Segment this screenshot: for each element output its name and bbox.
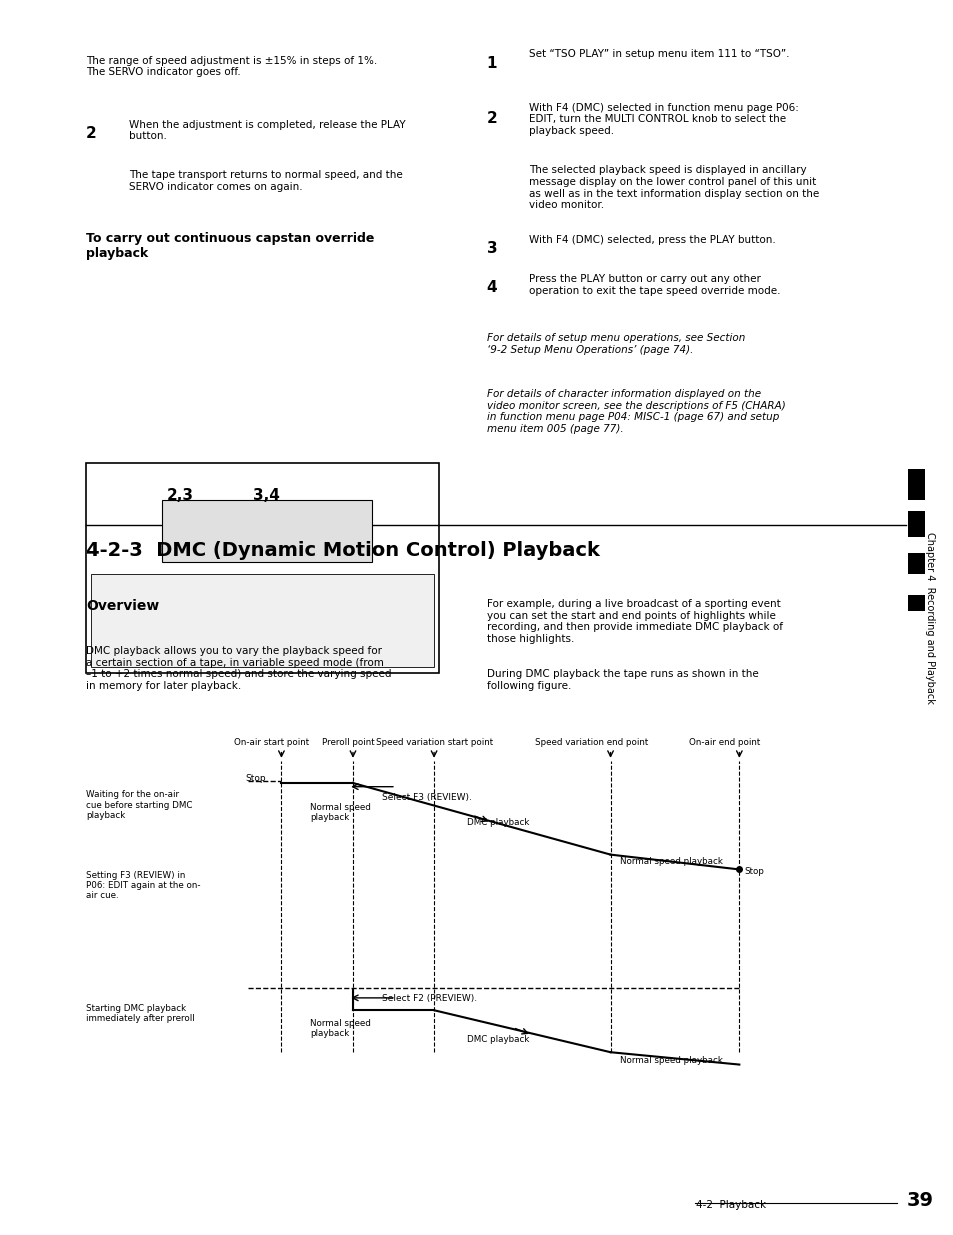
Text: Starting DMC playback
immediately after preroll: Starting DMC playback immediately after … [86,1004,194,1024]
Text: Set “TSO PLAY” in setup menu item 111 to “TSO”.: Set “TSO PLAY” in setup menu item 111 to… [529,49,789,59]
Text: Normal speed playback: Normal speed playback [619,857,722,866]
Text: Press the PLAY button or carry out any other
operation to exit the tape speed ov: Press the PLAY button or carry out any o… [529,274,781,295]
FancyBboxPatch shape [907,511,924,537]
Text: Waiting for the on-air
cue before starting DMC
playback: Waiting for the on-air cue before starti… [86,790,193,820]
Text: 39: 39 [905,1192,932,1210]
Text: 4-2  Playback: 4-2 Playback [696,1200,766,1210]
Text: 3,4: 3,4 [253,488,279,503]
Text: Select F2 (PREVIEW).: Select F2 (PREVIEW). [381,994,476,1003]
Text: On-air end point: On-air end point [689,739,760,747]
Text: Stop: Stop [743,867,763,876]
FancyBboxPatch shape [86,463,438,673]
Text: The tape transport returns to normal speed, and the
SERVO indicator comes on aga: The tape transport returns to normal spe… [129,170,402,191]
Text: The range of speed adjustment is ±15% in steps of 1%.
The SERVO indicator goes o: The range of speed adjustment is ±15% in… [86,56,376,77]
Text: Normal speed
playback: Normal speed playback [310,1019,371,1039]
Text: 1: 1 [486,56,497,70]
Text: Speed variation start point: Speed variation start point [375,739,492,747]
Text: During DMC playback the tape runs as shown in the
following figure.: During DMC playback the tape runs as sho… [486,669,758,690]
Text: The selected playback speed is displayed in ancillary
message display on the low: The selected playback speed is displayed… [529,165,819,210]
Text: Normal speed playback: Normal speed playback [619,1056,722,1065]
Text: Normal speed
playback: Normal speed playback [310,803,371,823]
Text: On-air start point: On-air start point [234,739,309,747]
Text: Chapter 4  Recording and Playback: Chapter 4 Recording and Playback [924,531,934,704]
Text: Speed variation end point: Speed variation end point [535,739,647,747]
Text: DMC playback: DMC playback [467,818,529,826]
Text: 3: 3 [486,241,497,256]
Text: 2,3: 2,3 [167,488,193,503]
Text: Overview: Overview [86,599,159,613]
FancyBboxPatch shape [91,574,434,667]
Text: Select F3 (REVIEW).: Select F3 (REVIEW). [381,793,471,802]
Text: For details of character information displayed on the
video monitor screen, see : For details of character information dis… [486,389,784,433]
Text: Stop: Stop [245,774,266,783]
Text: 2: 2 [486,111,497,126]
Text: To carry out continuous capstan override
playback: To carry out continuous capstan override… [86,232,374,261]
Text: For details of setup menu operations, see Section
‘9-2 Setup Menu Operations’ (p: For details of setup menu operations, se… [486,333,744,354]
Text: 2: 2 [86,126,96,141]
Text: 4: 4 [486,280,497,295]
Text: When the adjustment is completed, release the PLAY
button.: When the adjustment is completed, releas… [129,120,405,141]
Text: With F4 (DMC) selected, press the PLAY button.: With F4 (DMC) selected, press the PLAY b… [529,235,776,245]
Text: DMC playback allows you to vary the playback speed for
a certain section of a ta: DMC playback allows you to vary the play… [86,646,391,690]
Text: With F4 (DMC) selected in function menu page P06:
EDIT, turn the MULTI CONTROL k: With F4 (DMC) selected in function menu … [529,103,799,136]
FancyBboxPatch shape [907,595,924,611]
Text: 4-2-3  DMC (Dynamic Motion Control) Playback: 4-2-3 DMC (Dynamic Motion Control) Playb… [86,541,599,559]
Text: For example, during a live broadcast of a sporting event
you can set the start a: For example, during a live broadcast of … [486,599,781,643]
FancyBboxPatch shape [907,469,924,500]
Text: Preroll point: Preroll point [321,739,375,747]
FancyBboxPatch shape [162,500,372,562]
Text: DMC playback: DMC playback [467,1035,529,1044]
FancyBboxPatch shape [907,553,924,574]
Text: Setting F3 (REVIEW) in
P06: EDIT again at the on-
air cue.: Setting F3 (REVIEW) in P06: EDIT again a… [86,871,200,900]
